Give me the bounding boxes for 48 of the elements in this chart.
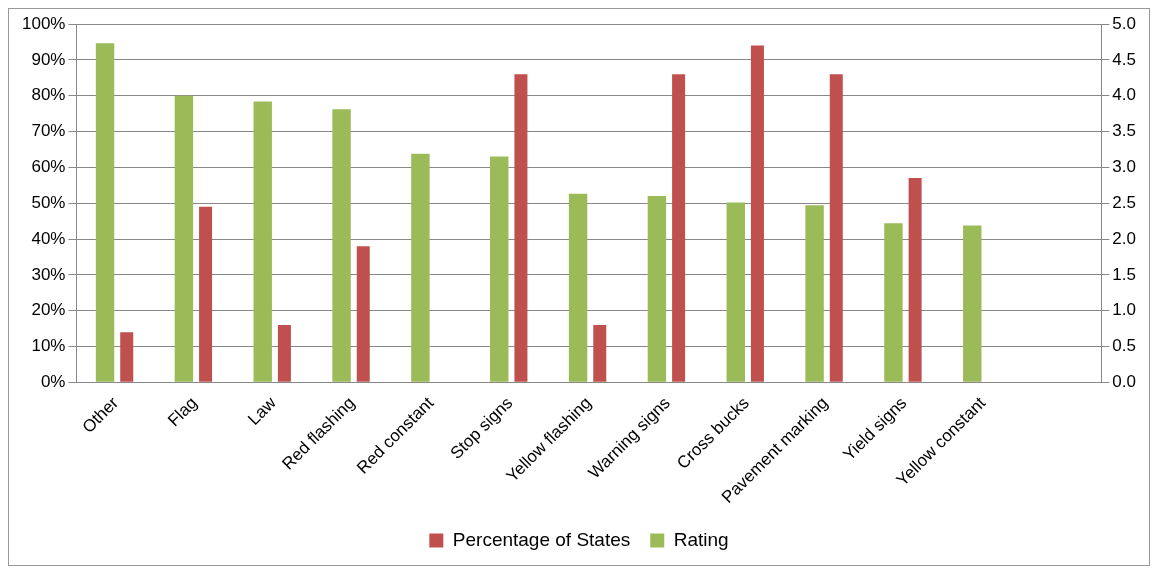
y2-tick-label: 4.0 <box>1112 85 1137 105</box>
y2-tick-label: 4.5 <box>1112 49 1137 69</box>
bar <box>726 202 745 382</box>
bar <box>490 156 509 382</box>
bar <box>332 109 351 382</box>
y-tick-label: 70% <box>31 121 66 141</box>
y2-tick-label: 3.5 <box>1112 121 1137 141</box>
y-tick-label: 100% <box>22 13 66 33</box>
y2-tick-label: 0.0 <box>1112 372 1137 392</box>
y2-tick-label: 5.0 <box>1112 13 1137 33</box>
bar <box>647 196 667 382</box>
bar <box>174 95 194 382</box>
bar <box>750 45 764 382</box>
y2-tick-label: 2.5 <box>1112 192 1137 212</box>
legend-label: Percentage of States <box>452 528 631 550</box>
y-tick-label: 30% <box>31 264 66 284</box>
bar <box>963 225 982 382</box>
y2-tick-label: 1.5 <box>1112 264 1137 284</box>
y-tick-label: 90% <box>31 49 66 69</box>
y-tick-label: 40% <box>31 228 66 248</box>
bar <box>253 101 272 382</box>
x-tick-label: Flag <box>164 393 201 431</box>
bar <box>568 193 588 382</box>
bar <box>356 246 370 382</box>
legend-label: Rating <box>673 528 729 550</box>
y-tick-label: 10% <box>31 336 66 356</box>
y-tick-label: 50% <box>31 192 66 212</box>
y2-tick-label: 3.0 <box>1112 157 1137 177</box>
y2-tick-label: 0.5 <box>1112 336 1137 356</box>
y-tick-label: 60% <box>31 157 66 177</box>
bar <box>908 178 922 382</box>
bar <box>199 206 213 382</box>
bar <box>884 223 903 382</box>
y2-tick-label: 1.0 <box>1112 300 1137 320</box>
bar <box>277 325 291 382</box>
bar <box>829 74 843 382</box>
y-tick-label: 80% <box>31 85 66 105</box>
bar <box>805 205 824 382</box>
bar <box>95 43 115 382</box>
y-tick-label: 20% <box>31 300 66 320</box>
bar <box>120 332 134 382</box>
bar <box>593 325 607 382</box>
y-tick-label: 0% <box>40 372 66 392</box>
bar <box>672 74 686 382</box>
bar <box>411 153 430 382</box>
bar <box>514 74 528 382</box>
x-tick-label: Law <box>244 392 281 429</box>
y2-tick-label: 2.0 <box>1112 228 1137 248</box>
